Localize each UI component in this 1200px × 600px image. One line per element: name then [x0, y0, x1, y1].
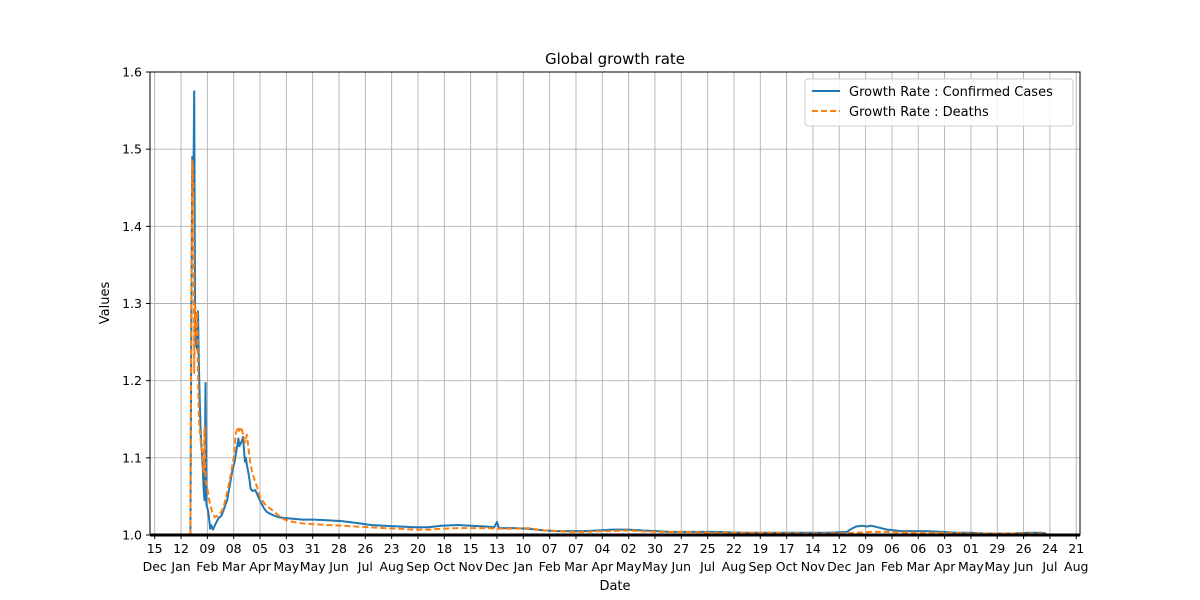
x-tick-label-month: Feb — [196, 559, 218, 574]
x-tick-label-month: Jul — [1041, 559, 1057, 574]
x-tick-label-day: 12 — [173, 541, 189, 556]
series-line-deaths — [189, 159, 1047, 536]
x-tick-label-month: Nov — [458, 559, 483, 574]
legend: Growth Rate : Confirmed Cases Growth Rat… — [804, 78, 1074, 127]
x-tick-label-day: 29 — [989, 541, 1005, 556]
y-axis: 1.0 1.1 1.2 1.3 1.4 1.5 1.6 — [122, 65, 150, 543]
x-tick-label-day: 09 — [858, 541, 874, 556]
y-tick-label: 1.5 — [122, 142, 142, 157]
x-tick-label-day: 01 — [963, 541, 979, 556]
x-tick-label-day: 31 — [305, 541, 321, 556]
y-axis-label: Values — [98, 282, 113, 325]
x-tick-label-month: Jun — [1013, 559, 1034, 574]
legend-label-deaths: Growth Rate : Deaths — [849, 105, 989, 120]
series-lines — [189, 90, 1047, 536]
x-tick-label-day: 23 — [384, 541, 400, 556]
x-tick-label-month: Feb — [539, 559, 561, 574]
y-tick-label: 1.1 — [122, 450, 142, 465]
x-tick-label-day: 10 — [515, 541, 531, 556]
grid — [150, 71, 1080, 536]
x-tick-label-day: 28 — [331, 541, 347, 556]
x-tick-label-day: 25 — [700, 541, 716, 556]
x-tick-label-day: 06 — [884, 541, 900, 556]
x-tick-label-day: 24 — [1042, 541, 1058, 556]
x-tick-label-month: Jan — [855, 559, 875, 574]
x-tick-label-month: Jan — [170, 559, 190, 574]
x-tick-label-day: 09 — [199, 541, 215, 556]
x-tick-label-month: Sep — [749, 559, 773, 574]
y-tick-label: 1.6 — [122, 65, 142, 80]
chart-title: Global growth rate — [545, 50, 685, 68]
x-tick-label-day: 17 — [779, 541, 795, 556]
x-axis-label: Date — [599, 579, 630, 594]
x-tick-label-day: 26 — [1016, 541, 1032, 556]
x-tick-label-day: 26 — [357, 541, 373, 556]
x-tick-label-day: 15 — [147, 541, 163, 556]
series-line-confirmed-cases — [189, 90, 1047, 536]
x-tick-label-month: Oct — [434, 559, 456, 574]
x-tick-label-month: May — [616, 559, 642, 574]
x-tick-label-month: Oct — [776, 559, 798, 574]
x-tick-label-day: 08 — [226, 541, 242, 556]
x-tick-label-day: 02 — [621, 541, 637, 556]
y-tick-label: 1.2 — [122, 373, 142, 388]
legend-box — [804, 78, 1074, 127]
x-tick-label-day: 30 — [647, 541, 663, 556]
legend-label-confirmed-cases: Growth Rate : Confirmed Cases — [849, 85, 1053, 100]
x-tick-label-month: Feb — [881, 559, 903, 574]
x-tick-label-month: Jun — [671, 559, 692, 574]
x-tick-label-month: May — [984, 559, 1010, 574]
x-tick-label-day: 07 — [542, 541, 558, 556]
x-tick-label-month: Apr — [934, 559, 956, 574]
x-tick-label-month: Dec — [827, 559, 851, 574]
x-tick-label-day: 15 — [463, 541, 479, 556]
x-tick-label-month: Apr — [591, 559, 613, 574]
x-tick-label-month: Sep — [406, 559, 430, 574]
x-tick-label-month: Dec — [143, 559, 167, 574]
x-tick-label-day: 21 — [1068, 541, 1084, 556]
y-tick-label: 1.0 — [122, 528, 142, 543]
x-tick-label-day: 05 — [252, 541, 268, 556]
x-tick-label-month: Jun — [328, 559, 349, 574]
x-tick-label-day: 12 — [831, 541, 847, 556]
x-tick-label-month: Aug — [722, 559, 746, 574]
x-tick-label-day: 13 — [489, 541, 505, 556]
x-tick-label-day: 27 — [673, 541, 689, 556]
x-tick-label-day: 06 — [910, 541, 926, 556]
x-tick-label-month: Dec — [485, 559, 509, 574]
x-tick-label-day: 03 — [278, 541, 294, 556]
x-tick-label-day: 20 — [410, 541, 426, 556]
y-tick-label: 1.3 — [122, 296, 142, 311]
x-tick-label-month: Aug — [379, 559, 403, 574]
x-tick-label-day: 03 — [937, 541, 953, 556]
x-tick-label-month: Jul — [357, 559, 373, 574]
x-tick-label-day: 19 — [752, 541, 768, 556]
x-tick-label-month: Jan — [513, 559, 533, 574]
x-tick-label-day: 04 — [594, 541, 610, 556]
x-tick-label-month: Aug — [1064, 559, 1088, 574]
x-tick-label-day: 22 — [726, 541, 742, 556]
x-tick-label-month: Nov — [801, 559, 826, 574]
x-tick-label-month: May — [273, 559, 299, 574]
x-tick-label-month: May — [642, 559, 668, 574]
x-tick-label-month: May — [300, 559, 326, 574]
y-tick-label: 1.4 — [122, 219, 142, 234]
x-tick-label-month: Jul — [699, 559, 715, 574]
x-tick-label-month: Mar — [564, 559, 588, 574]
x-tick-label-month: Apr — [249, 559, 271, 574]
x-tick-label-day: 14 — [805, 541, 821, 556]
x-tick-label-day: 07 — [568, 541, 584, 556]
x-tick-label-month: Mar — [222, 559, 246, 574]
x-tick-label-month: Mar — [906, 559, 930, 574]
x-axis: 15 Dec 12 Jan 09 Feb 08 Mar 05 Apr 03 May 31 May 28 Jun… — [143, 535, 1088, 574]
x-tick-label-day: 18 — [436, 541, 452, 556]
x-tick-label-month: May — [958, 559, 984, 574]
